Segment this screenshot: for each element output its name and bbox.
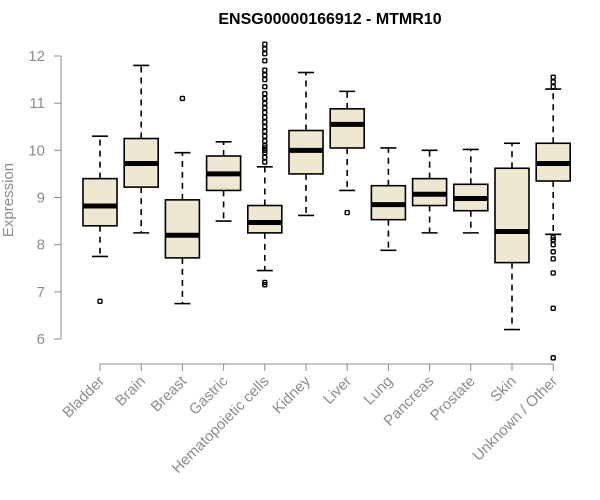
outlier-point xyxy=(262,58,268,64)
outlier-point xyxy=(550,305,556,312)
outlier-point xyxy=(262,83,268,90)
box-breast xyxy=(164,95,201,305)
y-tick-label: 11 xyxy=(29,95,45,112)
x-tick-label: Skin xyxy=(487,373,520,406)
outlier-point xyxy=(262,128,268,135)
outlier-point xyxy=(262,138,268,144)
box-lung xyxy=(370,147,407,252)
x-tick-label: Breast xyxy=(148,372,191,415)
box-hematopoietic-cells xyxy=(247,41,283,288)
outlier-point xyxy=(262,91,268,97)
outlier-point xyxy=(262,46,268,52)
boxes-layer xyxy=(82,41,572,361)
outlier-point xyxy=(550,241,556,248)
outlier-point xyxy=(262,95,268,102)
y-tick-label: 10 xyxy=(28,142,45,159)
x-tick-label: Liver xyxy=(320,373,355,408)
y-tick-label: 9 xyxy=(37,190,45,207)
outlier-point xyxy=(550,83,556,90)
outlier-point xyxy=(262,67,268,73)
outlier-point xyxy=(262,105,268,111)
y-tick-label: 12 xyxy=(28,48,45,65)
outlier-point xyxy=(262,76,268,83)
outlier-point xyxy=(550,74,556,80)
outlier-point xyxy=(262,72,268,78)
outlier-point xyxy=(550,234,556,241)
outlier-point xyxy=(262,142,268,149)
outlier-point xyxy=(550,249,556,255)
outlier-point xyxy=(344,209,350,216)
iqr-box xyxy=(164,199,201,259)
x-tick-label: Lung xyxy=(361,373,397,409)
box-bladder xyxy=(82,135,118,304)
box-unknown-other xyxy=(535,74,572,361)
outlier-point xyxy=(262,41,268,47)
outlier-point xyxy=(550,256,556,262)
outlier-point xyxy=(262,114,268,121)
outlier-point xyxy=(550,79,556,85)
y-tick-label: 8 xyxy=(37,237,45,254)
box-skin xyxy=(494,142,530,331)
outlier-point xyxy=(97,298,103,304)
x-tick-label: Kidney xyxy=(269,372,314,417)
outlier-point xyxy=(179,95,186,102)
box-gastric xyxy=(205,141,242,222)
box-liver xyxy=(329,90,366,216)
outlier-point xyxy=(262,50,268,57)
x-tick-label: Prostate xyxy=(427,373,479,425)
box-brain xyxy=(123,64,159,234)
outlier-point xyxy=(550,270,556,276)
iqr-box xyxy=(247,204,283,234)
outlier-point xyxy=(262,154,268,161)
outlier-point xyxy=(262,159,268,165)
box-kidney xyxy=(288,71,324,217)
y-axis-label: Expression xyxy=(0,163,17,237)
iqr-box xyxy=(329,108,366,149)
outlier-point xyxy=(550,355,556,361)
box-pancreas xyxy=(411,149,448,234)
box-prostate xyxy=(452,148,489,234)
chart-title: ENSG00000166912 - MTMR10 xyxy=(218,11,441,28)
y-tick-label: 6 xyxy=(37,331,45,348)
outlier-point xyxy=(262,133,268,139)
x-tick-label: Bladder xyxy=(59,373,108,422)
iqr-box xyxy=(494,167,530,264)
outlier-point xyxy=(262,100,268,106)
outlier-point xyxy=(262,109,268,116)
outlier-point xyxy=(262,279,268,286)
y-axis: 6 7 8 9 10 11 12 xyxy=(28,48,62,348)
iqr-box xyxy=(82,177,118,227)
outlier-point xyxy=(262,124,268,130)
outlier-point xyxy=(262,119,268,125)
y-tick-label: 7 xyxy=(37,284,45,301)
x-tick-label: Brain xyxy=(112,373,149,410)
